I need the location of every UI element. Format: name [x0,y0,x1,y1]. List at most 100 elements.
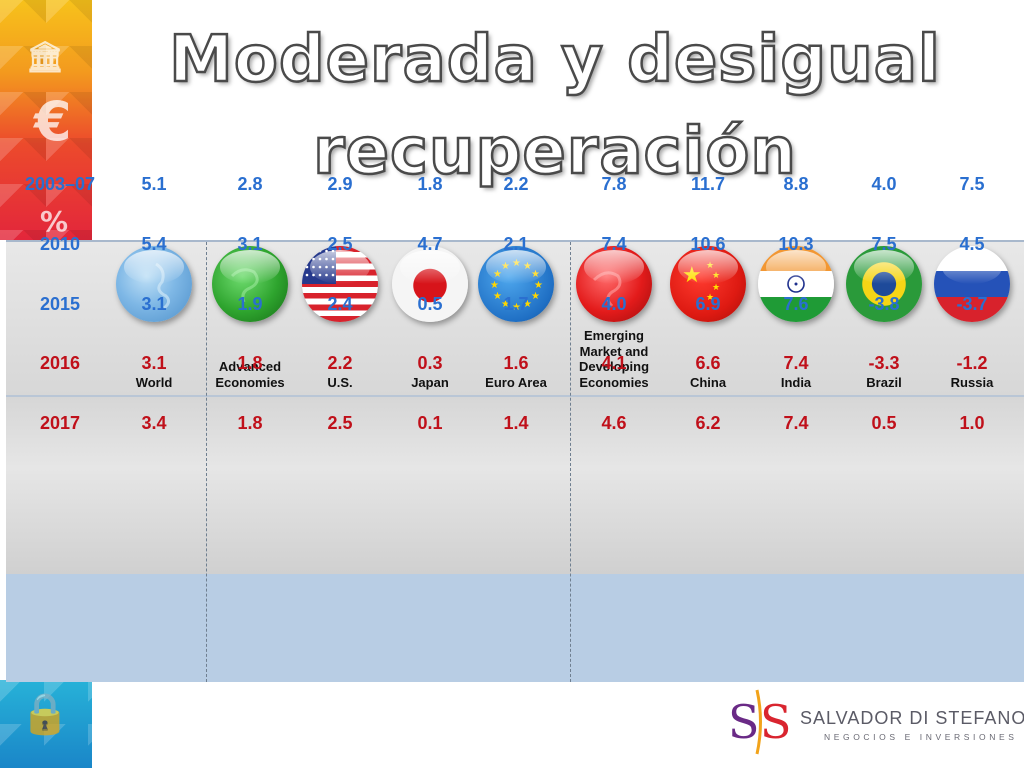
red-globe-icon [576,246,652,322]
data-cell: 4.1 [601,353,627,373]
svg-text:★: ★ [712,282,720,292]
russia-flag-icon [934,246,1010,322]
data-cell: 6.9 [695,294,721,314]
svg-text:★: ★ [534,280,543,291]
data-cell: 2.4 [327,294,353,314]
svg-text:★: ★ [712,270,720,280]
data-cell: 2.5 [327,234,353,254]
brazil-flag-icon [846,246,922,322]
data-cell: 8.8 [783,174,809,194]
data-cell: 1.8 [417,174,443,194]
currency-icon: € [34,90,72,153]
column-header-line: Japan [411,374,449,390]
data-cell: 5.4 [141,234,167,254]
data-cell: 4.0 [601,294,627,314]
column-header-line: Brazil [866,374,902,390]
row-label: 2016 [39,353,81,373]
japan-flag-icon [392,246,468,322]
data-cell: 2.5 [327,413,353,433]
column-header-line: Advanced [218,359,282,374]
column-header-line: World [135,374,173,390]
data-cell: 4.0 [871,174,897,194]
table-projection-band [6,574,1024,682]
logo-mark-icon: S S [728,689,792,755]
logo-tagline: NEGOCIOS E INVERSIONES [824,732,1018,742]
row-label: 2017 [39,413,81,433]
column-header: Russia [922,375,1022,391]
column-header: U.S. [290,375,390,391]
percent-icon: % [40,205,69,238]
india-flag-icon [758,246,834,322]
svg-text:S: S [760,695,790,749]
data-cell: 1.8 [237,353,263,373]
svg-text:S: S [728,695,760,749]
svg-text:★: ★ [493,291,502,302]
row-label: 2003–07 [24,174,96,194]
data-cell: 7.4 [783,413,809,433]
data-cell: 1.8 [237,413,263,433]
column-header: Euro Area [466,375,566,391]
data-cell: 2.8 [237,174,263,194]
column-header-line: Euro Area [485,374,547,390]
svg-text:★: ★ [501,261,510,272]
column-header-line: Russia [950,374,994,390]
row-label: 2010 [39,234,81,254]
svg-text:★: ★ [706,292,714,302]
company-logo: S S SALVADOR DI STEFANO NEGOCIOS E INVER… [726,684,1024,760]
data-cell: 1.0 [959,413,985,433]
data-cell: 2.2 [327,353,353,373]
data-cell: 7.5 [959,174,985,194]
column-header: Japan [380,375,480,391]
data-cell: 3.1 [141,294,167,314]
data-cell: 1.9 [237,294,263,314]
growth-table: World Advanced Economies U.S. Japan ★ ★ ★ ★ ★ ★ ★ ★ ★… [6,174,1024,682]
column-header: Emerging Market and Developing Economies [564,328,664,390]
slide-title: Moderada y desigual recuperación [110,14,1000,198]
eu-flag-icon: ★ ★ ★ ★ ★ ★ ★ ★ ★ ★ ★ ★ [478,246,554,322]
us-flag-icon [302,246,378,322]
column-header-line: India [780,374,812,390]
svg-text:★: ★ [512,258,521,269]
data-cell: 1.7 [503,294,529,314]
data-cell: 4.7 [417,234,443,254]
data-cell: -3.7 [956,294,988,314]
data-cell: 2.9 [327,174,353,194]
data-cell: 2.1 [503,234,529,254]
bank-icon: 🏛 [26,40,65,75]
data-cell: 5.1 [141,174,167,194]
decorative-side-strip-top: 🏛 € % [0,0,92,240]
data-cell: 0.3 [417,353,443,373]
column-divider-left [206,242,207,682]
data-cell: 0.5 [871,413,897,433]
slide-title-line-1: Moderada y desigual [168,22,941,99]
column-header-line: U.S. [327,374,353,390]
data-cell: 10.6 [690,234,726,254]
data-cell: -3.3 [868,353,900,373]
svg-text:★: ★ [493,269,502,280]
column-header-line: China [689,374,727,390]
svg-text:★: ★ [531,291,540,302]
data-cell: 7.6 [783,294,809,314]
data-cell: 7.5 [871,234,897,254]
data-cell: -3.8 [868,294,900,314]
svg-text:★: ★ [490,280,499,291]
column-header: Advanced Economies [200,359,300,390]
data-cell: 1.6 [503,353,529,373]
data-cell: 4.6 [601,413,627,433]
data-cell: 0.5 [417,294,443,314]
data-cell: -1.2 [956,353,988,373]
svg-text:★: ★ [512,302,521,313]
svg-text:★: ★ [706,260,714,270]
svg-text:★: ★ [531,269,540,280]
column-header-line: Economies [579,374,649,390]
svg-text:★: ★ [682,262,702,287]
data-cell: 3.1 [141,353,167,373]
data-cell: 3.4 [141,413,167,433]
svg-text:★: ★ [523,261,532,272]
column-header-line: Emerging [584,328,644,343]
world-globe-icon [116,246,192,322]
decorative-side-strip-bottom: 🔒 [0,680,92,768]
lock-dollar-icon: 🔒 [20,691,70,737]
row-label: 2015 [39,294,81,314]
svg-text:★: ★ [523,299,532,310]
